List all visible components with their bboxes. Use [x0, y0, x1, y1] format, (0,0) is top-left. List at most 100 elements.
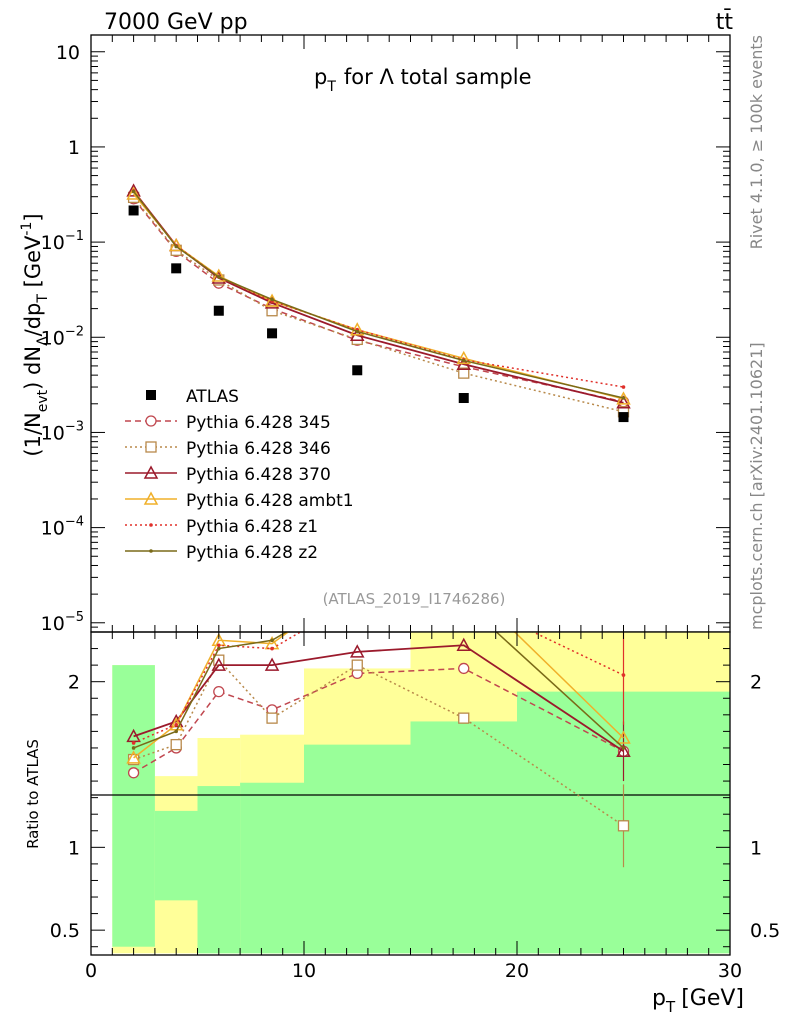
- legend-marker-5: [149, 549, 153, 553]
- ratio-tick-label-right: 0.5: [750, 920, 780, 942]
- ratio-point-5: [217, 646, 221, 651]
- x-tick-label: 30: [718, 960, 742, 982]
- ratio-point-5: [270, 638, 274, 643]
- data-point-atlas: [458, 393, 469, 404]
- x-axis-label: pT [GeV]: [652, 986, 744, 1016]
- x-tick-label: 10: [292, 960, 316, 982]
- ratio-axes: 0.5 0.51 12 20 10 20 30: [50, 632, 780, 982]
- legend-label-3: Pythia 6.428 ambt1: [186, 491, 354, 511]
- ratio-point-2: [211, 657, 227, 671]
- main-axes: 10 1 10−1 10−2 10−3 10−4 10−5: [41, 35, 731, 635]
- ratio-point-0: [458, 662, 470, 675]
- series-point-5: [355, 329, 360, 334]
- ratio-point-4: [174, 722, 178, 727]
- ratio-point-0: [213, 685, 225, 698]
- band-green: [112, 665, 155, 947]
- y-tick-label: 10−4: [41, 515, 84, 540]
- y-axis-label: (1/Nevt) dNΛ/dpT [GeV-1]: [19, 213, 51, 456]
- ratio-point-4: [621, 673, 626, 677]
- main-plot-area: [91, 35, 730, 632]
- header-process-label: tt̄: [716, 9, 734, 35]
- legend-label-4: Pythia 6.428 z1: [186, 517, 318, 537]
- ratio-point-5: [131, 746, 136, 750]
- legend: ATLAS Pythia 6.428 345 Pythia 6.428 346 Pyt…: [125, 387, 354, 563]
- ratio-point-1: [170, 738, 182, 751]
- data-point-atlas: [352, 365, 363, 376]
- y-tick-label: 10−3: [41, 419, 84, 444]
- plot-title-rest: for Λ total sample: [344, 65, 532, 89]
- data-point-atlas: [213, 305, 224, 316]
- y-tick-label: 10−1: [41, 229, 84, 254]
- series-point-5: [621, 396, 626, 400]
- main-panel: 10 1 10−1 10−2 10−3 10−4 10−5: [41, 34, 731, 635]
- plot-title: pT for Λ total sample: [314, 65, 532, 95]
- ratio-tick-label-left: 2: [68, 672, 80, 694]
- ratio-point-4: [131, 741, 136, 745]
- y-tick-label: 10−5: [41, 610, 84, 635]
- band-green: [410, 721, 517, 954]
- plot-title-sub: T: [326, 79, 336, 95]
- data-point-atlas: [618, 412, 629, 423]
- band-green: [197, 786, 241, 954]
- legend-label-5: Pythia 6.428 z2: [186, 543, 318, 563]
- ratio-series-layer: [126, 632, 631, 868]
- ratio-uncertainty-bands: [112, 632, 730, 954]
- legend-marker-0: [145, 415, 157, 427]
- y-tick-label: 1: [68, 137, 80, 159]
- series-point-5: [174, 244, 178, 249]
- ratio-panel: 0.5 0.51 12 20 10 20 30: [50, 631, 780, 982]
- x-tick-label: 20: [505, 960, 529, 982]
- series-point-3: [168, 237, 184, 252]
- y-tick-label: 10−2: [41, 324, 84, 349]
- ratio-point-2: [264, 657, 280, 671]
- legend-label-1: Pythia 6.428 346: [186, 439, 331, 459]
- series-point-2: [616, 395, 631, 409]
- series-point-1: [458, 367, 470, 379]
- ratio-point-5: [174, 729, 178, 734]
- ratio-point-1: [266, 712, 278, 724]
- ratio-tick-label-left: 1: [68, 837, 80, 859]
- ratio-tick-label-left: 0.5: [50, 920, 80, 942]
- y-tick-label: 10: [56, 42, 80, 64]
- ratio-tick-label-right: 2: [750, 672, 762, 694]
- series-point-3: [126, 186, 141, 200]
- ratio-point-2: [456, 637, 472, 652]
- ratio-point-4: [217, 643, 221, 648]
- series-point-3: [616, 391, 631, 405]
- analysis-tag: (ATLAS_2019_I1746286): [323, 590, 506, 609]
- side-label-rivet: Rivet 4.1.0, ≥ 100k events: [747, 35, 766, 249]
- ratio-point-2: [349, 644, 365, 658]
- series-point-4: [621, 385, 626, 389]
- header-collision-label: 7000 GeV pp: [104, 10, 248, 35]
- legend-label-atlas: ATLAS: [186, 387, 239, 407]
- series-point-5: [217, 275, 221, 279]
- ratio-tick-label-right: 1: [750, 837, 762, 859]
- data-points-layer: [128, 205, 629, 423]
- band-green: [240, 782, 304, 954]
- ratio-point-2: [616, 743, 631, 758]
- ratio-point-0: [127, 767, 140, 779]
- legend-marker-4: [149, 523, 153, 527]
- ratio-series-clipped: [126, 632, 631, 868]
- ratio-line-2: [133, 644, 624, 753]
- legend-label-2: Pythia 6.428 370: [186, 465, 331, 485]
- series-point-5: [270, 297, 274, 302]
- series-point-2: [126, 183, 141, 197]
- plot-title-symbol: p: [314, 65, 327, 89]
- data-point-atlas: [267, 328, 278, 339]
- legend-marker-2: [143, 465, 159, 479]
- main-series-layer: [126, 183, 631, 418]
- ratio-point-1: [458, 712, 470, 724]
- ratio-point-5: [621, 746, 626, 750]
- ratio-point-4: [270, 646, 274, 651]
- ratio-y-label: Ratio to ATLAS: [24, 739, 42, 849]
- ratio-point-3: [616, 730, 631, 744]
- data-point-atlas: [128, 205, 139, 216]
- legend-marker-1: [145, 441, 157, 453]
- series-point-3: [456, 350, 472, 365]
- series-point-5: [131, 189, 136, 194]
- band-green: [154, 810, 198, 901]
- band-green: [304, 744, 411, 954]
- series-point-3: [349, 322, 365, 336]
